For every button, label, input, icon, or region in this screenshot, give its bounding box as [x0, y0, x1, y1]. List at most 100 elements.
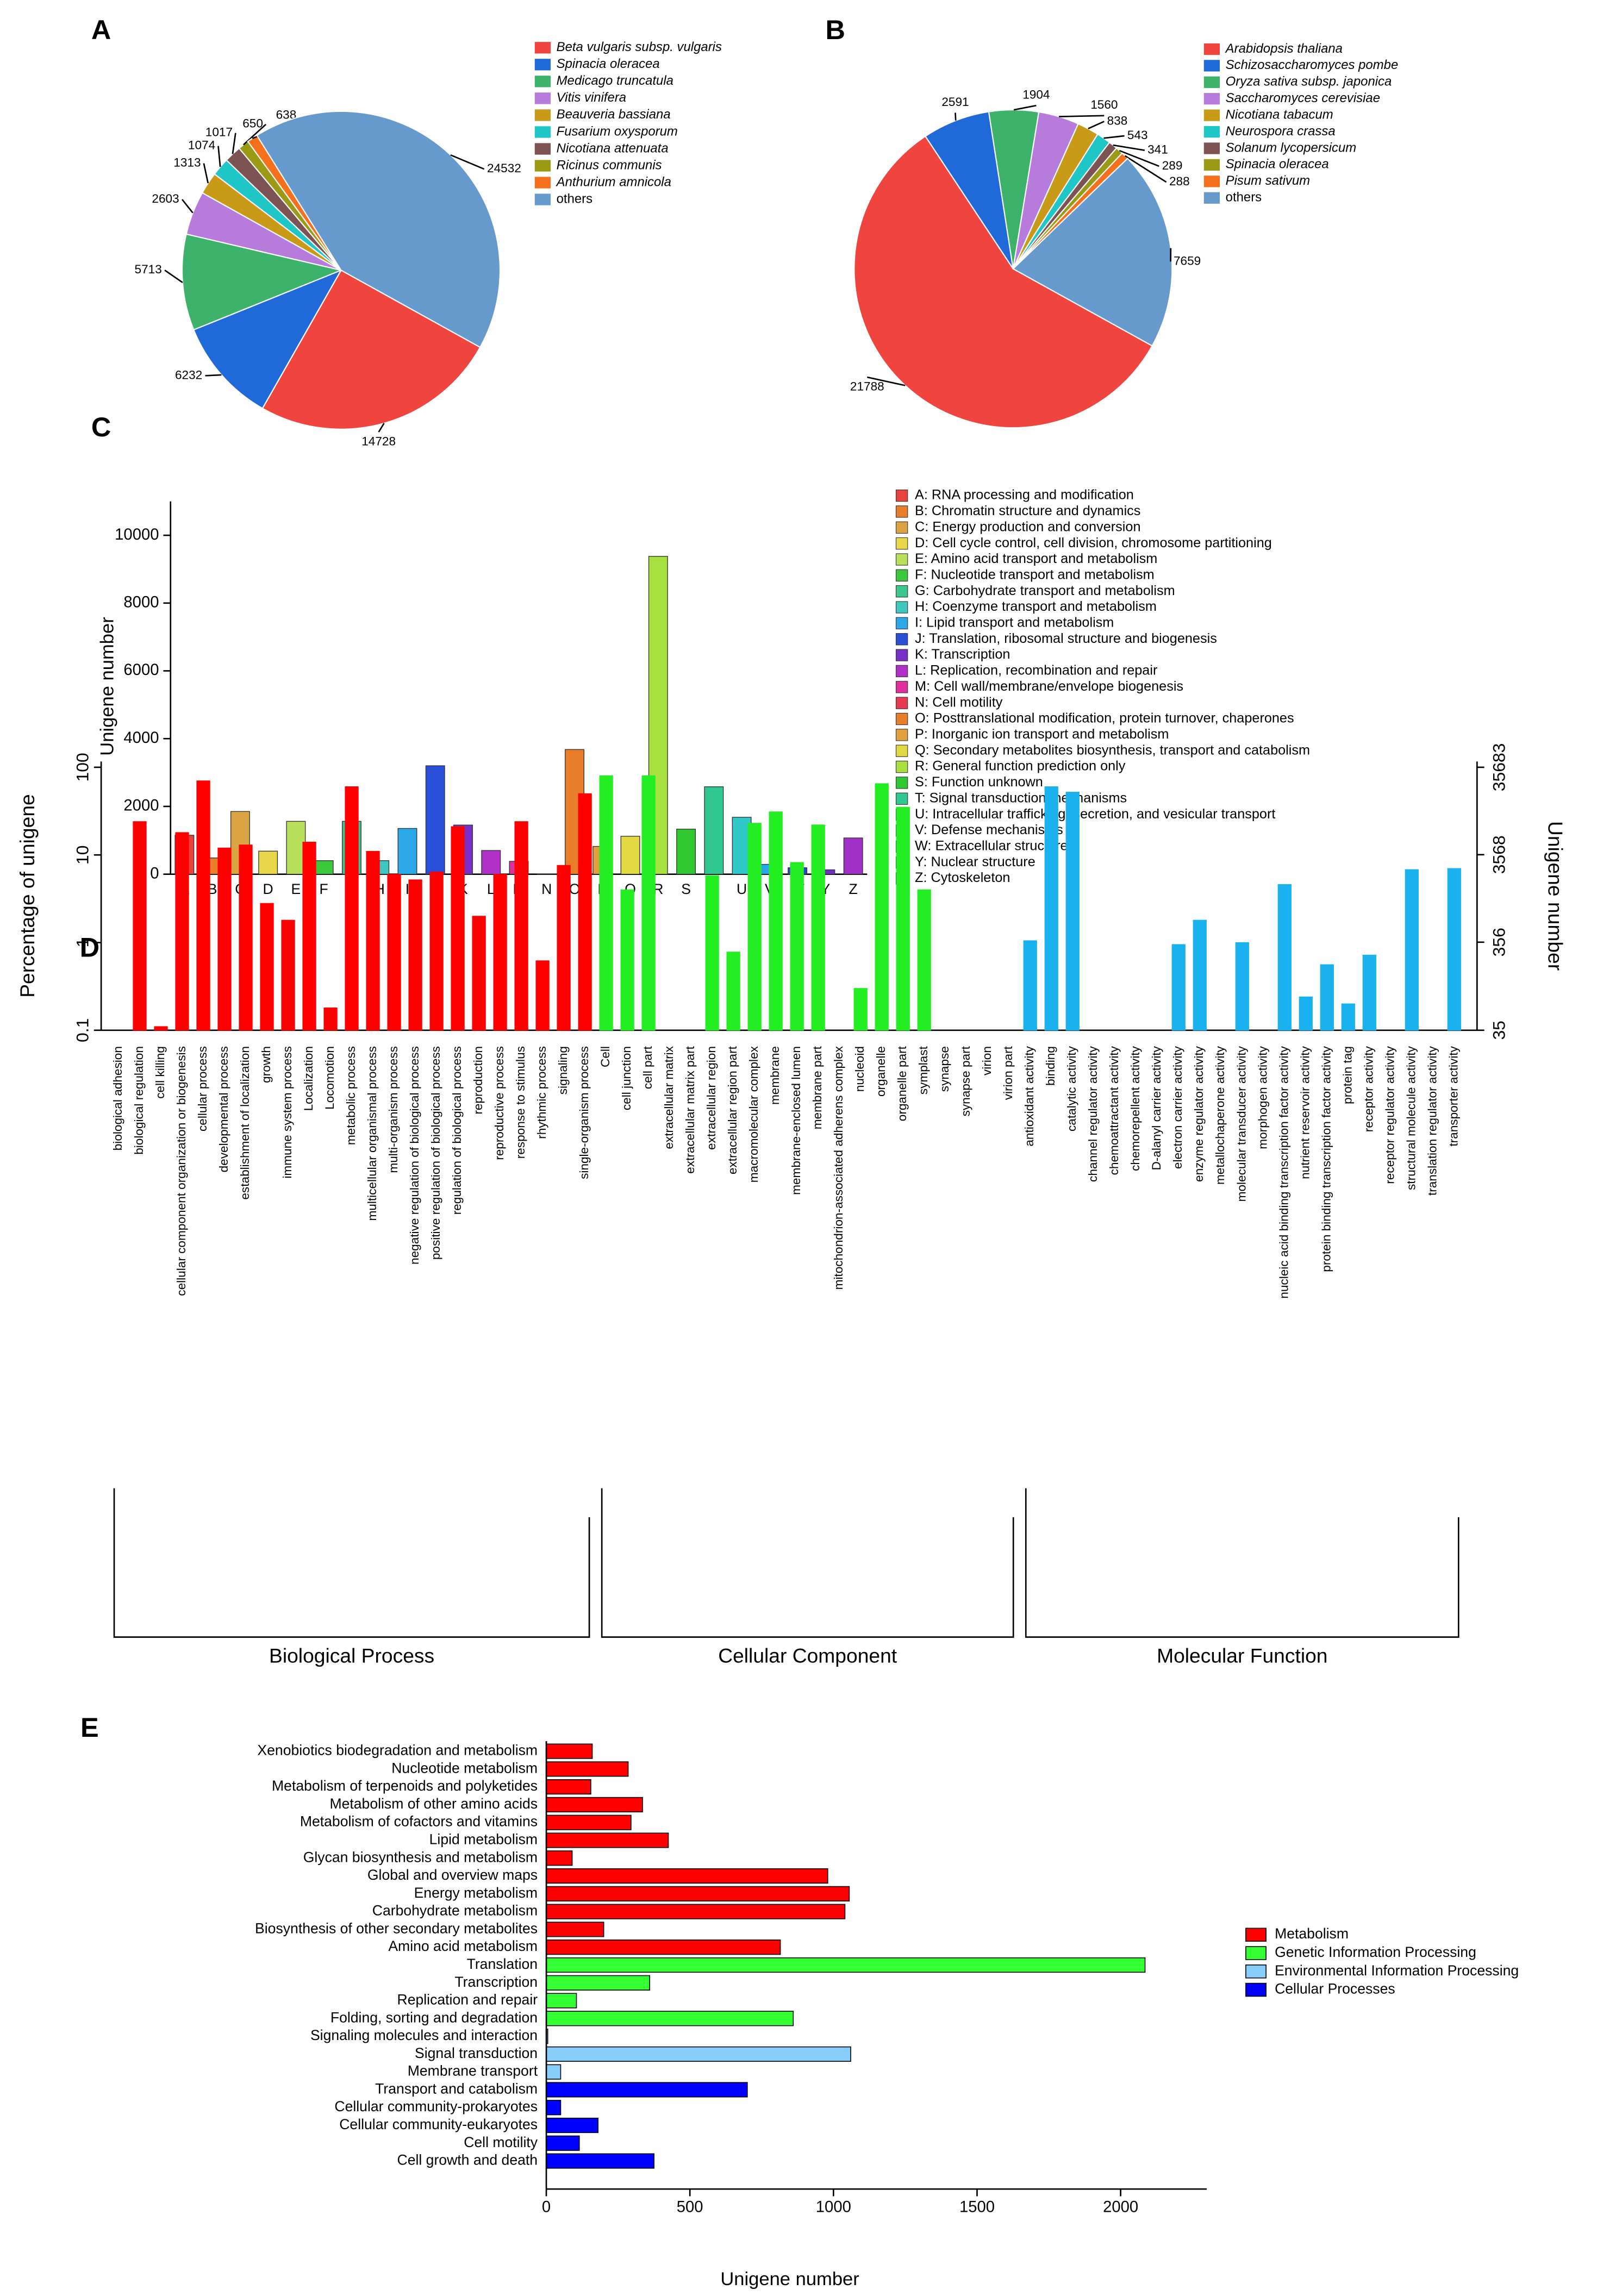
- bar: [239, 844, 253, 1031]
- x-tick-label: S: [681, 881, 691, 897]
- legend-label: E: Amino acid transport and metabolism: [915, 551, 1157, 566]
- legend-label: I: Lipid transport and metabolism: [915, 615, 1114, 630]
- x-tick-label: biological adhesion: [111, 1046, 124, 1150]
- bar: [1320, 964, 1334, 1031]
- legend-swatch: [895, 681, 908, 693]
- x-tick-label: Locomotion: [323, 1046, 336, 1110]
- legend-swatch: [895, 633, 908, 646]
- bar: [546, 2153, 654, 2169]
- pie-slice: [192, 269, 342, 409]
- legend-swatch: [534, 193, 551, 205]
- bar: [387, 874, 401, 1031]
- x-tick-label: N: [541, 881, 552, 897]
- x-tick-label: U: [737, 881, 747, 897]
- y-tick-label: Translation: [467, 1956, 538, 1972]
- bar: [1044, 786, 1058, 1031]
- group-label: Molecular Function: [1157, 1644, 1327, 1667]
- bar: [345, 786, 359, 1031]
- bar: [546, 1957, 1146, 1973]
- panel-label: D: [80, 931, 99, 962]
- slice-label: 14728: [361, 435, 396, 448]
- bar: [790, 862, 804, 1031]
- bar: [620, 889, 634, 1031]
- legend-label: K: Transcription: [915, 647, 1010, 662]
- x-tick-label: synapse: [938, 1046, 951, 1092]
- legend-swatch: [1245, 1982, 1267, 1997]
- y2-axis-label: Unigene number: [1544, 821, 1567, 971]
- bar: [323, 1007, 338, 1031]
- legend-label: Anthurium amnicola: [556, 174, 671, 189]
- pie-slice: [181, 233, 343, 331]
- x-tick-label: metabolic process: [344, 1046, 358, 1145]
- legend-swatch: [1245, 1928, 1267, 1942]
- x-tick-label: reproductive process: [492, 1046, 506, 1160]
- x-tick-label: R: [653, 881, 663, 897]
- x-tick-label: multi-organism process: [386, 1046, 400, 1173]
- legend-label: T: Signal transduction mechanisms: [915, 790, 1127, 805]
- y-tick-label: Xenobiotics biodegradation and metabolis…: [257, 1742, 538, 1759]
- legend-swatch: [534, 160, 551, 172]
- legend-label: Oryza sativa subsp. japonica: [1226, 74, 1392, 89]
- x-axis-label: Unigene number: [720, 2269, 859, 2289]
- leader-line: [378, 423, 385, 433]
- bar: [546, 1779, 591, 1795]
- bar: [217, 847, 232, 1031]
- legend-label: Beauveria bassiana: [557, 107, 671, 122]
- legend-label: Medicago truncatula: [557, 73, 673, 88]
- y-tick-label: Amino acid metabolism: [388, 1938, 538, 1954]
- legend-label: B: Chromatin structure and dynamics: [915, 503, 1140, 518]
- slice-label: 838: [1107, 114, 1128, 127]
- bar: [875, 783, 889, 1031]
- x-tick-label: mitochondrion-associated adherens comple…: [832, 1046, 845, 1290]
- bar: [260, 903, 274, 1031]
- x-tick-label: negative regulation of biological proces…: [408, 1046, 421, 1265]
- legend-label: Cellular Processes: [1275, 1981, 1395, 1997]
- y-tick-label: Lipid metabolism: [429, 1831, 538, 1847]
- bar: [546, 1832, 669, 1848]
- x-tick-label: cellular process: [196, 1046, 209, 1131]
- legend-swatch: [1203, 159, 1220, 171]
- legend-swatch: [895, 617, 908, 630]
- x-tick-label: binding: [1044, 1046, 1057, 1086]
- x-tick-label: receptor regulator activity: [1383, 1046, 1396, 1184]
- x-tick-label: antioxidant activity: [1022, 1046, 1036, 1146]
- x-tick-label: channel regulator activity: [1086, 1046, 1100, 1182]
- y-tick-label: Nucleotide metabolism: [391, 1760, 538, 1776]
- bar: [546, 2117, 598, 2134]
- bar: [429, 871, 444, 1031]
- bar: [451, 826, 465, 1031]
- bar: [1023, 940, 1037, 1031]
- x-tick-label: cell killing: [153, 1046, 167, 1099]
- slice-label: 1074: [188, 139, 215, 152]
- x-tick-label: signaling: [556, 1046, 570, 1094]
- x-tick-label: Z: [849, 881, 858, 897]
- y-tick-label: Transport and catabolism: [375, 2080, 538, 2097]
- x-tick-label: membrane part: [810, 1046, 824, 1129]
- y-tick-label: Folding, sorting and degradation: [330, 2009, 538, 2025]
- y-tick-label: 0.1: [73, 1018, 92, 1042]
- x-tick-label: D-alanyl carrier activity: [1150, 1046, 1163, 1170]
- x-tick-label: single-organism process: [577, 1046, 591, 1179]
- legend-label: O: Posttranslational modification, prote…: [915, 711, 1294, 726]
- bar: [302, 841, 316, 1031]
- legend-swatch: [895, 601, 908, 614]
- y2-tick-label: 3568: [1489, 835, 1508, 874]
- x-tick-label: extracellular matrix part: [683, 1046, 697, 1174]
- bar: [546, 1743, 593, 1759]
- bar: [546, 1993, 577, 2009]
- x-tick-label: morphogen activity: [1256, 1046, 1269, 1149]
- x-tick-label: establishment of localization: [238, 1046, 252, 1200]
- bar: [514, 821, 528, 1031]
- legend-swatch: [534, 42, 551, 54]
- legend-label: P: Inorganic ion transport and metabolis…: [915, 727, 1169, 742]
- x-tick-label: receptor activity: [1362, 1046, 1375, 1132]
- slice-label: 1017: [205, 126, 233, 139]
- x-tick-label: 2000: [1103, 2198, 1138, 2216]
- x-tick-label: 1500: [959, 2198, 995, 2216]
- x-tick-label: cell part: [641, 1046, 654, 1089]
- bar: [546, 2100, 562, 2116]
- legend-swatch: [895, 792, 908, 805]
- legend-label: Vitis vinifera: [557, 90, 626, 105]
- x-tick-label: cell junction: [620, 1046, 633, 1110]
